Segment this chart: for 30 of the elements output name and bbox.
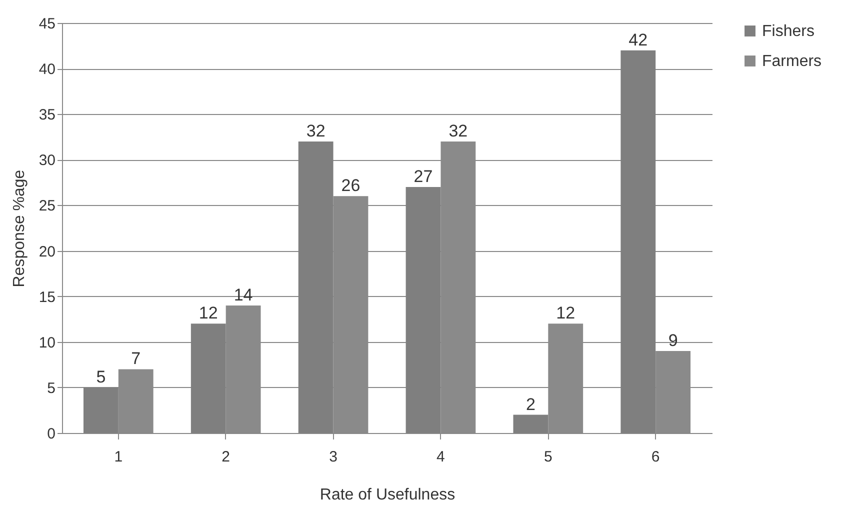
data-label: 12	[198, 304, 218, 323]
y-axis-title: Response %age	[10, 170, 28, 288]
y-tick-label: 40	[38, 61, 56, 78]
y-tick-label: 15	[38, 288, 56, 306]
y-tick-label: 20	[38, 243, 56, 260]
legend-label: Fishers	[762, 23, 814, 40]
x-tick-label: 5	[544, 448, 552, 466]
data-label: 26	[341, 176, 360, 196]
x-tick-label: 4	[436, 448, 445, 466]
x-tick-label: 2	[222, 448, 230, 466]
y-tick-label: 30	[38, 152, 56, 170]
y-tick-label: 35	[38, 106, 56, 124]
data-label: 27	[414, 167, 433, 186]
data-label: 32	[448, 121, 468, 140]
data-label: 7	[131, 349, 141, 368]
data-label: 5	[96, 367, 106, 386]
y-tick-label: 25	[38, 198, 56, 215]
legend-label: Farmers	[762, 53, 822, 70]
x-tick-label: 1	[114, 448, 123, 466]
y-tick-label: 45	[38, 16, 56, 32]
y-tick-label: 5	[47, 380, 56, 397]
x-axis-title: Rate of Usefulness	[320, 486, 456, 504]
x-tick-label: 3	[329, 448, 338, 466]
y-tick-label: 0	[47, 426, 56, 442]
data-label: 32	[306, 121, 326, 140]
x-tick-label: 6	[651, 448, 660, 466]
data-label: 42	[628, 30, 648, 50]
data-label: 2	[526, 394, 536, 414]
data-label: 12	[556, 304, 576, 323]
y-tick-label: 10	[38, 334, 56, 352]
